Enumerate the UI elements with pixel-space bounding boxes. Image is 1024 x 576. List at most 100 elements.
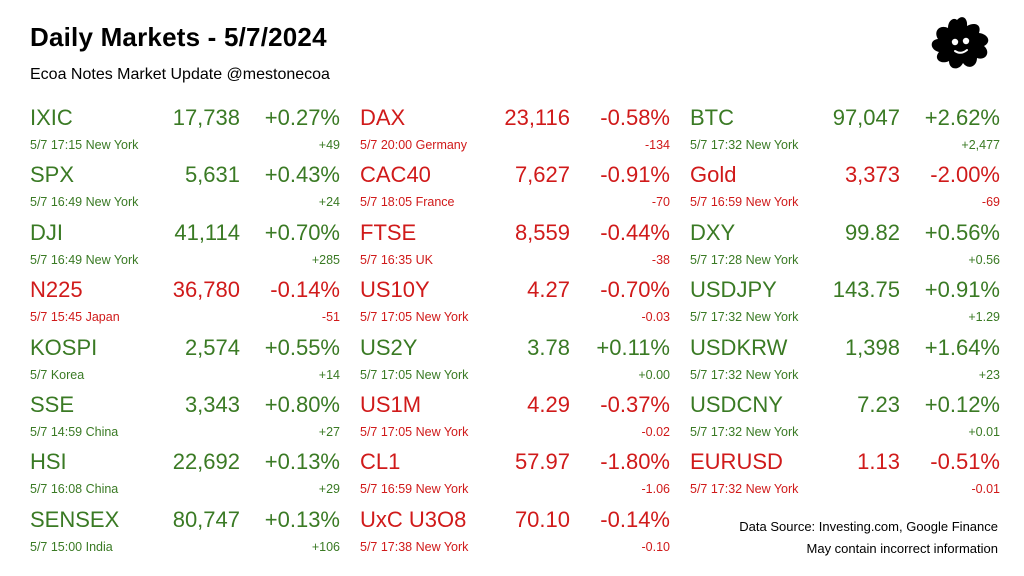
ticker-price: 80,747	[172, 506, 240, 532]
ticker-absolute-change: -51	[321, 310, 340, 325]
ticker-timestamp: 5/7 17:05 New York	[360, 310, 469, 325]
ticker-price: 7,627	[514, 162, 570, 188]
ticker-symbol: DAX	[360, 105, 406, 130]
ticker-percent-change: +0.56%	[924, 219, 1000, 245]
ticker-price: 2,574	[184, 334, 240, 360]
ticker-row: EURUSD 1.13 -0.51% 5/7 17:32 New York -0.01	[690, 448, 1000, 505]
ticker-price: 4.27	[527, 277, 570, 303]
ticker-percent-change: -0.44%	[600, 219, 670, 245]
ticker-row: FTSE 8,559 -0.44% 5/7 16:35 UK -38	[360, 219, 670, 276]
data-source-note: Data Source: Investing.com, Google Finan…	[739, 519, 998, 534]
ticker-symbol: US1M	[360, 391, 422, 417]
ticker-absolute-change: -0.01	[971, 482, 1001, 497]
ticker-timestamp: 5/7 17:32 New York	[690, 310, 799, 325]
ticker-price: 36,780	[172, 277, 240, 303]
ticker-symbol: DJI	[30, 219, 63, 245]
ticker-row: Gold 3,373 -2.00% 5/7 16:59 New York -69	[690, 161, 1000, 218]
ticker-price: 1.13	[857, 449, 900, 475]
ticker-absolute-change: -134	[644, 138, 670, 152]
ticker-row: USDCNY 7.23 +0.12% 5/7 17:32 New York +0.01	[690, 391, 1000, 448]
column-europe-bonds-commodities: DAX 23,116 -0.58% 5/7 20:00 Germany -134 CAC4…	[360, 104, 670, 563]
ticker-row: USDJPY 143.75 +0.91% 5/7 17:32 New York +1.2…	[690, 276, 1000, 333]
ticker-timestamp: 5/7 14:59 China	[30, 424, 119, 439]
ticker-row: CL1 57.97 -1.80% 5/7 16:59 New York -1.06	[360, 448, 670, 505]
ticker-percent-change: -0.58%	[600, 105, 670, 130]
ticker-percent-change: +0.55%	[264, 334, 340, 360]
ticker-symbol: USDKRW	[690, 334, 788, 360]
ticker-timestamp: 5/7 Korea	[30, 367, 85, 382]
ticker-price: 23,116	[504, 105, 570, 130]
ticker-symbol: BTC	[690, 105, 734, 130]
ticker-price: 41,114	[174, 219, 240, 245]
ticker-absolute-change: -38	[651, 252, 670, 267]
ticker-symbol: SSE	[30, 391, 75, 417]
ticker-price: 4.29	[527, 391, 570, 417]
ticker-price: 57.97	[514, 449, 570, 475]
ticker-percent-change: +1.64%	[924, 334, 1000, 360]
ticker-absolute-change: -1.06	[641, 482, 671, 497]
ticker-row: UxC U3O8 70.10 -0.14% 5/7 17:38 New York -0.…	[360, 506, 670, 563]
ticker-percent-change: -0.70%	[600, 277, 670, 303]
ticker-percent-change: +0.11%	[596, 334, 670, 360]
ticker-symbol: HSI	[30, 449, 67, 475]
ticker-percent-change: -0.51%	[930, 449, 1000, 475]
ticker-percent-change: +0.70%	[264, 219, 340, 245]
ticker-symbol: UxC U3O8	[360, 506, 467, 532]
ticker-timestamp: 5/7 16:59 New York	[690, 195, 799, 210]
ticker-absolute-change: -69	[981, 195, 1000, 210]
ticker-percent-change: +0.80%	[264, 391, 340, 417]
ticker-row: DAX 23,116 -0.58% 5/7 20:00 Germany -134	[360, 104, 670, 161]
ticker-price: 8,559	[514, 219, 570, 245]
ticker-absolute-change: -0.10	[641, 539, 671, 554]
ticker-timestamp: 5/7 16:49 New York	[30, 195, 139, 210]
ticker-price: 22,692	[172, 449, 240, 475]
ticker-row: SSE 3,343 +0.80% 5/7 14:59 China +27	[30, 391, 340, 448]
ticker-row: CAC40 7,627 -0.91% 5/7 18:05 France -70	[360, 161, 670, 218]
ticker-price: 3,343	[184, 391, 240, 417]
ticker-price: 70.10	[514, 506, 570, 532]
ticker-row: N225 36,780 -0.14% 5/7 15:45 Japan -51	[30, 276, 340, 333]
ticker-percent-change: +0.91%	[924, 277, 1000, 303]
ticker-timestamp: 5/7 17:28 New York	[690, 252, 799, 267]
ticker-row: DXY 99.82 +0.56% 5/7 17:28 New York +0.56	[690, 219, 1000, 276]
ticker-timestamp: 5/7 17:15 New York	[30, 138, 139, 152]
ticker-timestamp: 5/7 17:32 New York	[690, 367, 799, 382]
ticker-percent-change: -0.14%	[270, 277, 340, 303]
ticker-row: DJI 41,114 +0.70% 5/7 16:49 New York +285	[30, 219, 340, 276]
ticker-timestamp: 5/7 17:38 New York	[360, 539, 469, 554]
ticker-percent-change: +0.13%	[264, 506, 340, 532]
ticker-absolute-change: +0.00	[638, 367, 670, 382]
ticker-row: KOSPI 2,574 +0.55% 5/7 Korea +14	[30, 334, 340, 391]
ticker-symbol: IXIC	[30, 105, 73, 130]
ticker-timestamp: 5/7 15:45 Japan	[30, 310, 120, 325]
ticker-symbol: USDCNY	[690, 391, 783, 417]
ticker-absolute-change: -0.02	[641, 424, 671, 439]
ticker-symbol: CAC40	[360, 162, 431, 188]
ticker-symbol: EURUSD	[690, 449, 783, 475]
ticker-absolute-change: +49	[318, 138, 340, 152]
ticker-symbol: SENSEX	[30, 506, 120, 532]
ticker-absolute-change: +285	[311, 252, 340, 267]
ticker-symbol: N225	[30, 277, 83, 303]
ticker-absolute-change: +106	[311, 539, 340, 554]
ticker-absolute-change: +1.29	[968, 310, 1000, 325]
ticker-symbol: DXY	[690, 219, 736, 245]
ticker-row: HSI 22,692 +0.13% 5/7 16:08 China +29	[30, 448, 340, 505]
ticker-row: BTC 97,047 +2.62% 5/7 17:32 New York +2,477	[690, 104, 1000, 161]
ticker-row: SENSEX 80,747 +0.13% 5/7 15:00 India +106	[30, 506, 340, 563]
ticker-price: 99.82	[844, 219, 900, 245]
ticker-absolute-change: +2,477	[961, 138, 1000, 152]
ticker-symbol: Gold	[690, 162, 737, 188]
ticker-symbol: USDJPY	[690, 277, 777, 303]
disclaimer-note: May contain incorrect information	[806, 541, 998, 556]
ticker-row: USDKRW 1,398 +1.64% 5/7 17:32 New York +23	[690, 334, 1000, 391]
ticker-symbol: SPX	[30, 162, 75, 188]
ticker-timestamp: 5/7 15:00 India	[30, 539, 113, 554]
ticker-timestamp: 5/7 18:05 France	[360, 195, 455, 210]
ticker-absolute-change: +0.01	[968, 424, 1000, 439]
ticker-symbol: CL1	[360, 449, 401, 475]
ticker-percent-change: -0.37%	[600, 391, 670, 417]
ticker-row: IXIC 17,738 +0.27% 5/7 17:15 New York +49	[30, 104, 340, 161]
column-crypto-fx: BTC 97,047 +2.62% 5/7 17:32 New York +2,477 G…	[690, 104, 1000, 506]
ticker-percent-change: +2.62%	[924, 105, 1000, 130]
